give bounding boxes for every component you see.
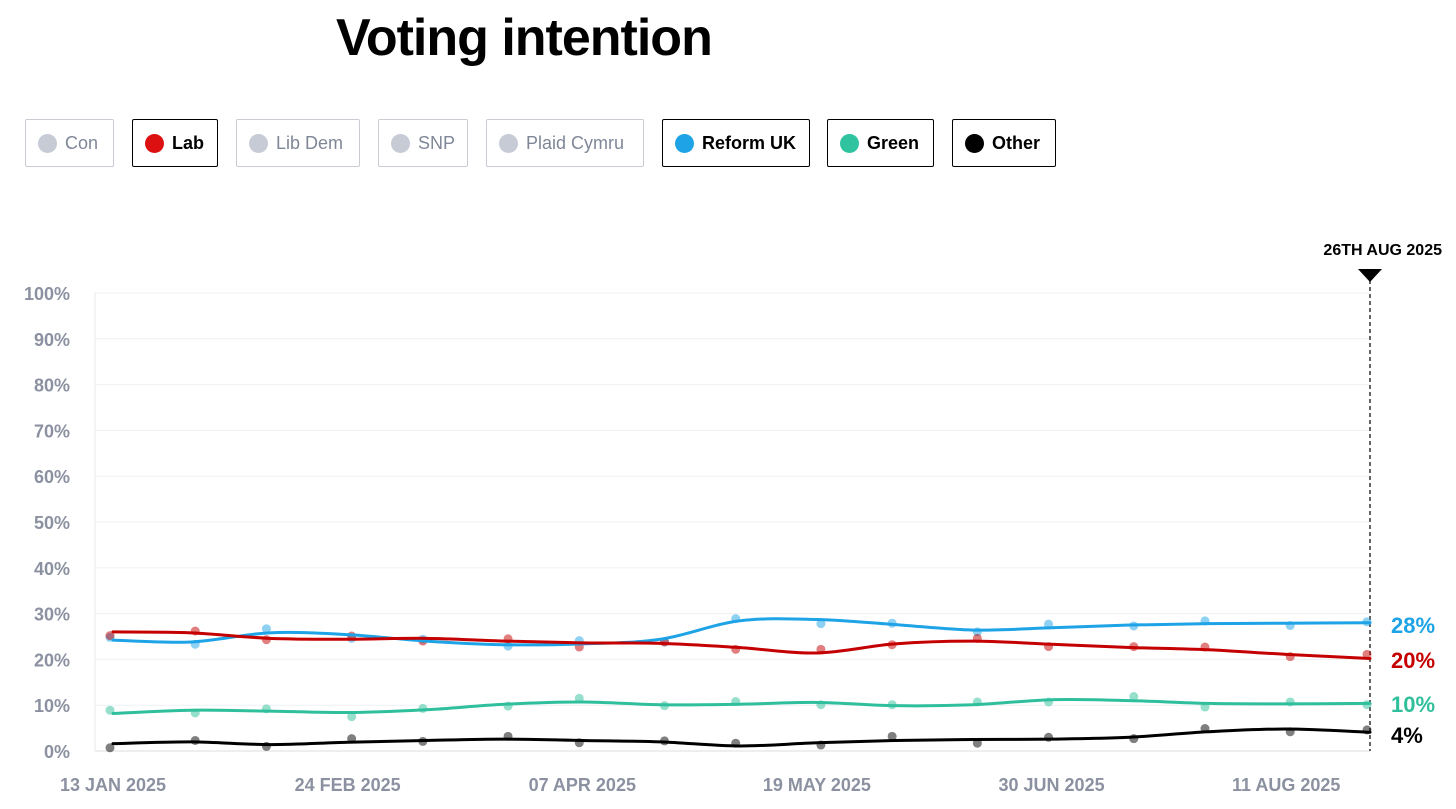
poll-points: [105, 614, 1372, 753]
end-labels: 28% 20% 10% 4%: [1391, 613, 1435, 748]
x-tick-label: 13 JAN 2025: [60, 775, 166, 795]
legend-toggle-green[interactable]: Green: [827, 119, 934, 167]
poll-point-reform-uk: [261, 624, 271, 634]
dot-icon: [499, 133, 518, 153]
dot-icon: [840, 133, 859, 153]
legend-toggle-snp[interactable]: SNP: [378, 119, 468, 167]
trend-lines: [111, 617, 1372, 748]
legend-toggle-reform-uk[interactable]: Reform UK: [662, 119, 810, 167]
legend-toggle-plaid-cymru[interactable]: Plaid Cymru: [486, 119, 644, 167]
legend-label: SNP: [418, 132, 456, 153]
legend-label: Reform UK: [702, 132, 797, 153]
y-tick-label: 90%: [34, 330, 70, 350]
dot-icon: [391, 133, 410, 153]
dot-icon: [965, 133, 984, 153]
y-tick-label: 70%: [34, 421, 70, 441]
trend-line-other: [111, 727, 1372, 748]
legend-label: Green: [867, 132, 920, 153]
y-tick-label: 10%: [34, 696, 70, 716]
legend-label: Other: [992, 132, 1041, 153]
legend-label: Lab: [172, 132, 205, 153]
y-tick-label: 20%: [34, 650, 70, 670]
poll-point-green: [1129, 691, 1139, 701]
poll-point-lab: [105, 631, 115, 641]
legend-toggle-con[interactable]: Con: [25, 119, 114, 167]
chart-title: Voting intention: [336, 9, 713, 67]
date-marker-triangle-icon: [1358, 269, 1382, 282]
legend-toggle-other[interactable]: Other: [952, 119, 1056, 167]
poll-point-green: [347, 712, 357, 722]
dot-icon: [249, 133, 268, 153]
x-tick-label: 19 MAY 2025: [763, 775, 871, 795]
end-label-lab: 20%: [1391, 648, 1435, 673]
x-tick-label: 30 JUN 2025: [999, 775, 1105, 795]
trend-line-green: [111, 697, 1372, 715]
end-label-green: 10%: [1391, 692, 1435, 717]
y-tick-label: 0%: [44, 742, 70, 762]
legend-toggle-lab[interactable]: Lab: [132, 119, 218, 167]
legend-label: Con: [65, 132, 99, 153]
y-axis: 0% 10% 20% 30% 40% 50% 60% 70% 80% 90% 100%: [24, 284, 70, 762]
poll-point-other: [887, 731, 897, 741]
x-tick-label: 11 AUG 2025: [1232, 775, 1340, 795]
gridlines: [94, 292, 1370, 752]
x-axis: 13 JAN 2025 24 FEB 2025 07 APR 2025 19 MAY …: [60, 775, 1340, 795]
y-tick-label: 30%: [34, 605, 70, 625]
poll-point-reform-uk: [816, 619, 826, 629]
x-tick-label: 24 FEB 2025: [295, 775, 401, 795]
trend-line-lab: [111, 630, 1372, 660]
y-tick-label: 50%: [34, 513, 70, 533]
poll-point-other: [105, 743, 115, 753]
y-tick-label: 60%: [34, 467, 70, 487]
end-label-other: 4%: [1391, 723, 1423, 748]
poll-point-lab: [1362, 649, 1372, 659]
y-tick-label: 40%: [34, 559, 70, 579]
x-tick-label: 07 APR 2025: [529, 775, 636, 795]
date-marker-label: 26TH AUG 2025: [1323, 242, 1442, 259]
legend-toggle-lib-dem[interactable]: Lib Dem: [236, 119, 360, 167]
legend-label: Plaid Cymru: [526, 132, 625, 153]
dot-icon: [145, 133, 164, 153]
y-tick-label: 80%: [34, 376, 70, 396]
legend-label: Lib Dem: [276, 132, 344, 153]
end-label-reform-uk: 28%: [1391, 613, 1435, 638]
dot-icon: [675, 133, 694, 153]
dot-icon: [38, 133, 57, 153]
trend-line-reform-uk: [111, 617, 1372, 647]
y-tick-label: 100%: [24, 284, 70, 304]
date-marker: 26TH AUG 2025: [1323, 242, 1442, 751]
